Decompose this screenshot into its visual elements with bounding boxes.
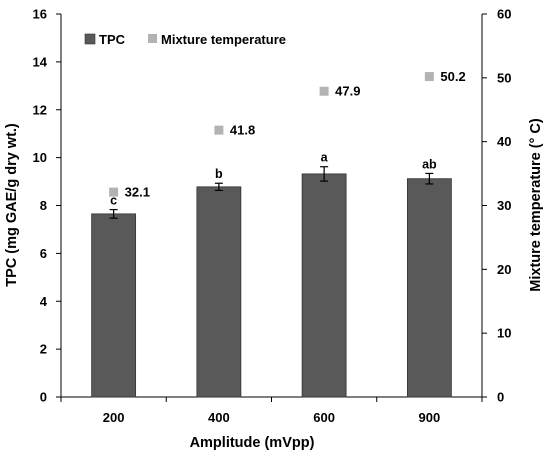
y2-tick-label: 0 <box>497 390 504 405</box>
legend-swatch-tpc <box>84 33 96 45</box>
y-tick-label: 14 <box>33 54 48 69</box>
significance-label: c <box>110 194 117 208</box>
significance-label: a <box>321 151 329 165</box>
legend-label-mixture-temperature: Mixture temperature <box>161 32 286 47</box>
y-tick-label: 0 <box>40 390 47 405</box>
x-tick-label: 900 <box>419 410 441 425</box>
y-tick-label: 6 <box>40 246 47 261</box>
legend: TPC Mixture temperature <box>84 32 286 47</box>
marker-mixture-temperature <box>109 187 119 197</box>
data-label-mixture-temperature: 32.1 <box>125 185 150 200</box>
marker-mixture-temperature <box>214 125 224 135</box>
x-tick-label: 600 <box>313 410 335 425</box>
y2-tick-label: 60 <box>497 7 511 22</box>
legend-swatch-mixture-temperature <box>148 34 157 43</box>
marks-layer: c b a ab 32.1 41.8 47.9 50.2 <box>91 69 466 398</box>
y2-tick-label: 10 <box>497 326 511 341</box>
axes-layer: 0 2 4 6 8 10 12 14 16 0 10 20 30 40 50 60 200 400 600 900 <box>33 7 512 426</box>
significance-label: b <box>215 167 223 181</box>
x-axis-title: Amplitude (mVpp) <box>190 435 315 451</box>
y-tick-label: 8 <box>40 198 47 213</box>
bar-tpc <box>196 186 242 398</box>
y2-tick-label: 40 <box>497 134 511 149</box>
x-tick-label: 200 <box>103 410 125 425</box>
y2-tick-label: 50 <box>497 70 511 85</box>
y2-tick-label: 30 <box>497 198 511 213</box>
bar-tpc <box>301 173 347 398</box>
significance-label: ab <box>422 157 437 171</box>
marker-mixture-temperature <box>319 86 329 96</box>
data-label-mixture-temperature: 41.8 <box>230 123 255 138</box>
data-label-mixture-temperature: 50.2 <box>440 69 465 84</box>
y-tick-label: 12 <box>33 102 47 117</box>
bar-tpc <box>406 178 452 398</box>
y-tick-label: 10 <box>33 150 47 165</box>
data-label-mixture-temperature: 47.9 <box>335 84 360 99</box>
marker-mixture-temperature <box>424 72 434 82</box>
x-tick-label: 400 <box>208 410 230 425</box>
y-tick-label: 4 <box>40 294 48 309</box>
bar-tpc <box>91 213 137 398</box>
y-tick-label: 16 <box>33 7 47 22</box>
y-axis-title: TPC (mg GAE/g dry wt.) <box>4 123 20 287</box>
legend-label-tpc: TPC <box>99 32 126 47</box>
y2-tick-label: 20 <box>497 262 511 277</box>
y2-axis-title: Mixture temperature (° C) <box>528 118 544 292</box>
y-tick-label: 2 <box>40 342 47 357</box>
